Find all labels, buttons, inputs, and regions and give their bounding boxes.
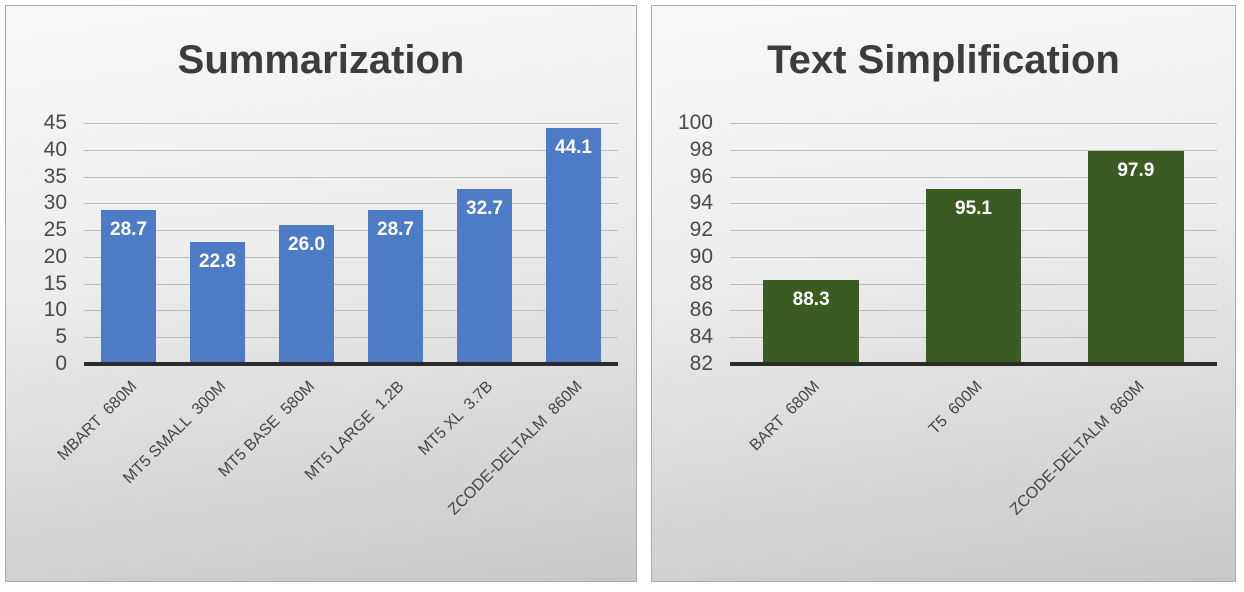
bar: 95.1 [925,188,1022,364]
y-axis-tick-label: 100 [677,111,713,134]
gridline [84,176,618,178]
bar: 97.9 [1087,151,1184,364]
bar: 22.8 [190,241,245,364]
y-axis-tick-label: 84 [689,325,713,349]
gridline [84,310,618,312]
x-label-cell: T5 600M [892,378,1054,581]
x-axis-category-label: BART 680M [746,378,824,455]
x-axis-labels: BART 680M T5 600M ZCODE-DELTALM 860M [730,378,1217,581]
bar-series: 88.3 95.1 97.9 [730,123,1217,364]
plot-area: 82 84 86 88 90 92 94 96 98 100 88.3 95.1 97.9 [678,111,1217,375]
y-axis-tick-label: 30 [43,191,67,215]
y-axis-tick-label: 94 [689,191,713,215]
gridline [84,256,618,258]
plot-area: 0 5 10 15 20 25 30 35 40 45 28.7 22.8 26.0 28.7 32.7 44… [44,111,618,375]
y-axis-tick-label: 20 [43,244,67,268]
bar-column: 28.7 [84,123,173,364]
gridline [730,123,1217,124]
bar-column: 44.1 [529,123,618,364]
x-label-cell: MT5 SMALL 300M [120,378,262,581]
y-axis-tick-label: 10 [43,298,67,322]
bar: 28.7 [101,210,156,364]
bar-column: 97.9 [1055,123,1217,364]
x-axis-line [730,362,1217,366]
gridline [730,149,1217,151]
y-axis-tick-label: 98 [689,137,713,161]
x-label-cell: ZCODE-DELTALM 860M [1007,378,1217,581]
y-axis-tick-label: 88 [689,271,713,295]
bar-column: 28.7 [351,123,440,364]
bar: 32.7 [457,188,512,364]
bar: 44.1 [546,127,601,364]
bar-column: 32.7 [440,123,529,364]
x-axis-line [84,362,618,366]
bar-column: 88.3 [730,123,892,364]
gridline [84,149,618,151]
bar-data-label: 26.0 [288,233,325,255]
bar-data-label: 28.7 [110,219,147,241]
y-axis-tick-label: 40 [43,137,67,161]
y-axis-tick-label: 96 [689,164,713,188]
y-axis-tick-label: 90 [689,244,713,268]
y-axis-tick-label: 15 [43,271,67,295]
gridline [730,176,1217,178]
chart-panel-summarization: Summarization 0 5 10 15 20 25 30 35 40 45 28.7 22.8… [5,5,637,582]
bar: 28.7 [368,210,423,364]
y-axis-tick-label: 45 [43,111,67,134]
y-axis-tick-label: 92 [689,218,713,242]
y-axis-tick-label: 0 [55,352,67,375]
chart-title: Text Simplification [767,38,1120,82]
bar-column: 26.0 [262,123,351,364]
y-axis-tick-label: 35 [43,164,67,188]
bar-data-label: 44.1 [555,136,592,158]
gridline [84,283,618,285]
x-label-cell: BART 680M [730,378,892,581]
bar-data-label: 97.9 [1117,160,1155,182]
bar-column: 95.1 [892,123,1054,364]
x-axis-labels: MBART 680M MT5 SMALL 300M MT5 BASE 580M MT5… [55,378,618,581]
chart-title: Summarization [177,38,465,82]
chart-panel-text-simplification: Text Simplification 82 84 86 88 90 92 94 96 98 10… [651,5,1236,582]
bar-data-label: 32.7 [466,197,503,219]
gridline [84,123,618,124]
bar-data-label: 88.3 [792,288,830,310]
bar-data-label: 22.8 [199,250,236,272]
y-axis-tick-label: 25 [43,218,67,242]
gridline [84,337,618,339]
gridline [84,203,618,205]
bar-data-label: 95.1 [955,197,992,219]
bar-series: 28.7 22.8 26.0 28.7 32.7 44.1 [84,123,618,364]
x-label-cell: MT5 BASE 580M [216,378,351,581]
gridline [84,230,618,232]
y-axis-tick-label: 86 [689,298,713,322]
bar-column: 22.8 [173,123,262,364]
x-axis-category-label: MBART 680M [54,378,141,464]
y-axis-tick-label: 82 [689,352,713,375]
y-axis-tick-label: 5 [55,325,67,349]
x-axis-category-label: T5 600M [925,378,986,438]
bar-data-label: 28.7 [377,219,414,241]
x-label-cell: MT5 LARGE 1.2B [302,378,440,581]
x-label-cell: ZCODE-DELTALM 860M [445,378,618,581]
bar: 88.3 [763,279,860,364]
bar: 26.0 [279,224,334,364]
